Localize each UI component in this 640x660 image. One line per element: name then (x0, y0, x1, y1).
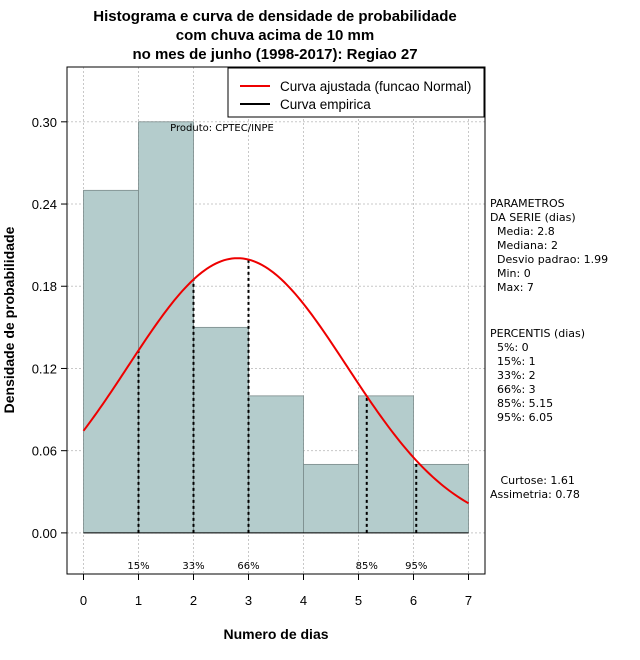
percentis-line: 5%: 0 (490, 341, 529, 354)
empirical-curve: 15% 33% 66% 85% 95% (127, 259, 427, 572)
plot-frame (66, 66, 486, 575)
legend-label-empirical: Curva empirica (280, 97, 371, 112)
x-axis-title: Numero de dias (223, 626, 328, 642)
y-tick-label: 0.06 (32, 444, 57, 459)
parametros-line: Max: 7 (490, 281, 534, 294)
percentis-line: 85%: 5.15 (490, 397, 553, 410)
percentile-label: 15% (127, 561, 149, 572)
stats-line: Assimetria: 0.78 (490, 488, 580, 501)
normal-curve-line (82, 257, 470, 505)
axes: 0 1 2 3 4 5 6 7 0.00 0.06 0.12 0.18 0.24 0.30 Numero d… (1, 66, 486, 642)
percentile-label: 95% (405, 561, 427, 572)
source-annotation: Produto: CPTEC/INPE (170, 123, 274, 134)
percentis-line: 33%: 2 (490, 369, 536, 382)
parametros-line: Desvio padrao: 1.99 (490, 253, 608, 266)
parametros-line: DA SERIE (dias) (490, 211, 576, 224)
x-tick-label: 7 (465, 593, 472, 608)
chart-title: Histograma e curva de densidade de proba… (93, 8, 456, 63)
y-tick-label: 0.00 (32, 526, 57, 541)
x-tick-label: 4 (300, 593, 307, 608)
title-line: com chuva acima de 10 mm (176, 27, 374, 44)
x-tick-label: 1 (135, 593, 142, 608)
percentile-label: 85% (356, 561, 378, 572)
x-tick-label: 2 (190, 593, 197, 608)
legend-box (227, 67, 485, 118)
percentis-line: 66%: 3 (490, 383, 536, 396)
histogram-bar (193, 326, 249, 534)
x-tick-label: 6 (410, 593, 417, 608)
x-tick-label: 3 (245, 593, 252, 608)
y-tick-label: 0.24 (32, 197, 57, 212)
legend-label-normal: Curva ajustada (funcao Normal) (280, 79, 471, 94)
histogram-bar (303, 463, 359, 534)
parametros-line: Media: 2.8 (490, 225, 555, 238)
percentile-label: 33% (182, 561, 204, 572)
histogram-bars (83, 121, 469, 534)
parametros-line: Mediana: 2 (490, 239, 558, 252)
histogram-bar (138, 121, 194, 534)
histogram-bar (83, 189, 139, 534)
title-line: no mes de junho (1998-2017): Regiao 27 (132, 46, 417, 63)
y-tick-label: 0.12 (32, 361, 57, 376)
percentis-line: PERCENTIS (dias) (490, 327, 585, 340)
parametros-line: PARAMETROS (490, 197, 565, 210)
y-axis-title: Densidade de probabilidade (1, 226, 17, 413)
x-tick-label: 0 (80, 593, 87, 608)
title-line: Histograma e curva de densidade de proba… (93, 8, 456, 25)
x-tick-label: 5 (355, 593, 362, 608)
histogram-bar (248, 395, 304, 534)
normal-curve (82, 257, 470, 505)
stats-line: Curtose: 1.61 (490, 474, 575, 487)
percentis-line: 95%: 6.05 (490, 411, 553, 424)
parametros-line: Min: 0 (490, 267, 531, 280)
percentile-label: 66% (237, 561, 259, 572)
y-tick-label: 0.18 (32, 279, 57, 294)
y-tick-label: 0.30 (32, 115, 57, 130)
legend: Curva ajustada (funcao Normal) Curva empi… (227, 67, 485, 118)
percentis-line: 15%: 1 (490, 355, 536, 368)
